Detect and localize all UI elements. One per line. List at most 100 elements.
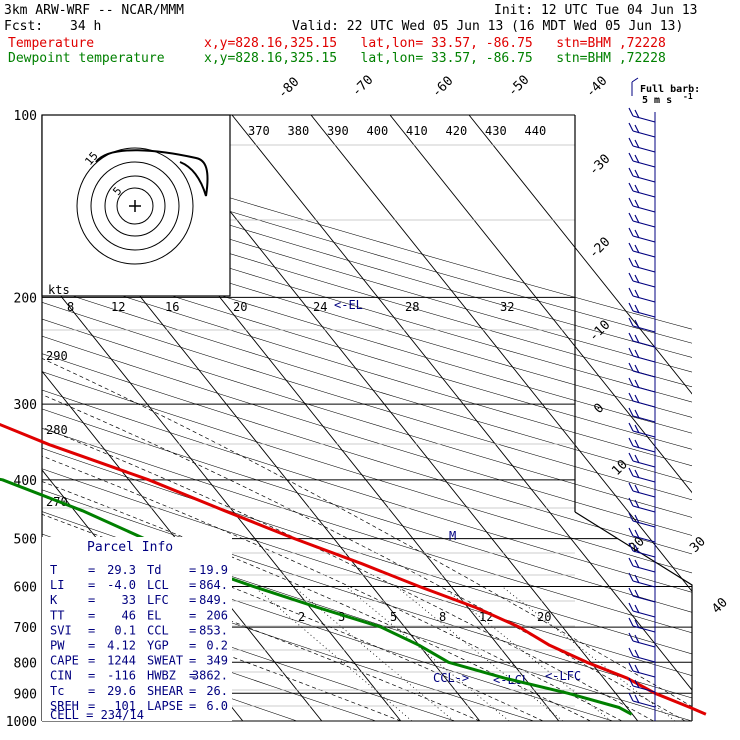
wind-barb (632, 340, 656, 348)
temperature-location: x,y=828.16,325.15 lat,lon= 33.57, -86.75… (204, 36, 666, 51)
wind-barb-flag (634, 649, 640, 659)
parcel-info-row: CAPE = 1244 SWEAT = 349 (50, 654, 228, 668)
isotherm-line (231, 115, 692, 691)
parcel-info-key: CIN (50, 669, 72, 683)
wind-barb-flag (628, 347, 634, 357)
wind-barb (632, 640, 656, 648)
wind-barb (632, 685, 656, 693)
wind-barb-flag (628, 557, 634, 567)
parcel-info-key: LI (50, 578, 64, 592)
parcel-info-key: CCL (147, 623, 169, 637)
parcel-info-equals: = (88, 669, 95, 683)
parcel-info-key: T (50, 563, 57, 577)
wind-barb (632, 205, 656, 213)
dry-adiabat-line (42, 238, 692, 434)
wind-barb-flag (628, 572, 634, 582)
dry-adiabat-line (42, 139, 692, 330)
parcel-info-equals: = (88, 608, 95, 622)
wind-barb (632, 160, 656, 168)
wind-barb-flag (628, 212, 634, 222)
mixing-ratio-label: 2 (298, 610, 305, 624)
parcel-info-cell: CELL = 234/14 (50, 708, 144, 722)
wind-barb-flag (634, 619, 640, 629)
wind-barb-flag (628, 632, 634, 642)
wind-barbs (628, 77, 656, 721)
parcel-info-key: LCL (147, 578, 169, 592)
theta-label: 420 (446, 124, 468, 138)
temperature-legend: Temperature (8, 36, 95, 51)
dewpoint-location: x,y=828.16,325.15 lat,lon= 33.57, -86.75… (204, 51, 666, 66)
right-axis-lower (574, 511, 693, 721)
wind-barb-flag (628, 587, 634, 597)
init-time: Init: 12 UTC Tue 04 Jun 13 (494, 3, 698, 18)
hodograph-ring-label: 32 (500, 300, 514, 314)
parcel-info-equals: = (189, 623, 196, 637)
wind-barb-flag (634, 199, 640, 209)
dewpoint-legend: Dewpoint temperature (8, 51, 165, 66)
parcel-info-equals: = (189, 593, 196, 607)
theta-label: 390 (327, 124, 349, 138)
wind-barb (632, 475, 656, 483)
wind-barb-flag (634, 364, 640, 374)
left-scale-label: 280 (46, 423, 68, 437)
wind-barb-flag (634, 379, 640, 389)
wind-barb (632, 370, 656, 378)
wind-barb (632, 295, 656, 303)
wind-barb (632, 280, 656, 288)
isotherm-line (389, 115, 692, 494)
dry-adiabat-line (42, 389, 692, 593)
level-annotation: <-EL (334, 298, 363, 312)
left-scale-label: 290 (46, 349, 68, 363)
isotherm-line (310, 115, 692, 592)
wind-legend-exponent: -1 (683, 92, 693, 101)
wind-barb-flag (634, 124, 640, 134)
wind-barb (632, 415, 656, 423)
moist-adiabat-line (42, 358, 692, 707)
wind-barb-flag (628, 422, 634, 432)
parcel-info-equals: = (88, 623, 95, 637)
wind-barb-flag (634, 169, 640, 179)
isotherm-tick-label: -70 (349, 73, 376, 100)
wind-barb-flag (628, 107, 634, 117)
parcel-info-equals: = (88, 684, 95, 698)
wind-barb (632, 610, 656, 618)
isotherm-line (468, 115, 692, 395)
isotherm-tick-label: -30 (586, 152, 613, 179)
pressure-tick-label: 600 (14, 581, 37, 596)
wind-barb-flag (634, 244, 640, 254)
wind-barb-flag (628, 677, 634, 687)
dry-adiabat-line (42, 153, 692, 344)
parcel-info-value: 33 (122, 593, 136, 607)
wind-barb-flag (628, 152, 634, 162)
wind-barb-flag (628, 602, 634, 612)
model-title: 3km ARW-WRF -- NCAR/MMM (4, 3, 185, 18)
parcel-info-key: K (50, 593, 58, 607)
parcel-info-key: SHEAR (147, 684, 184, 698)
wind-barb-flag (628, 692, 634, 702)
parcel-info-key: Td (147, 563, 161, 577)
wind-barb-flag (628, 452, 634, 462)
parcel-info-value: 853. (199, 623, 228, 637)
isotherm-line (42, 271, 402, 721)
wind-barb (632, 595, 656, 603)
wind-barb-flag (628, 317, 634, 327)
dry-adiabat-line (42, 254, 692, 450)
hodograph-ring-label: 24 (313, 300, 327, 314)
parcel-info-key: SWEAT (147, 654, 183, 668)
wind-barb-flag (628, 467, 634, 477)
parcel-info-equals: = (88, 699, 95, 713)
wind-barb (632, 235, 656, 243)
mixing-ratio-line (396, 586, 564, 721)
wind-barb-flag (628, 137, 634, 147)
wind-legend-barb (631, 77, 639, 83)
level-annotation: CCL-> (433, 671, 469, 685)
wind-barb-flag (634, 439, 640, 449)
wind-barb-flag (628, 362, 634, 372)
wind-barb-flag (628, 302, 634, 312)
parcel-info-key: SREH (50, 699, 79, 713)
parcel-info-row: K = 33 LFC = 849. (50, 593, 228, 607)
wind-barb-flag (634, 454, 640, 464)
parcel-info-key: SVI (50, 623, 72, 637)
wind-barb-flag (634, 514, 640, 524)
